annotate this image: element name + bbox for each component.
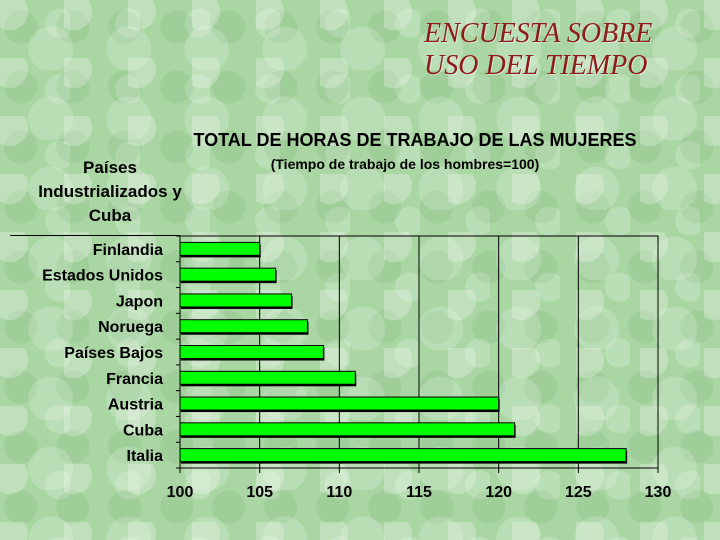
- slide-title: ENCUESTA SOBRE USO DEL TIEMPO: [424, 18, 652, 82]
- y-axis-label-line-1: Países: [83, 158, 137, 177]
- category-label: Italia: [127, 448, 164, 465]
- category-label: Estados Unidos: [42, 268, 163, 285]
- x-tick-label: 110: [326, 484, 352, 501]
- label-header-divider: [10, 235, 180, 236]
- category-label: Austria: [108, 397, 163, 414]
- category-label: Japon: [116, 293, 163, 310]
- x-tick-label: 120: [485, 484, 512, 501]
- category-label: Cuba: [123, 422, 163, 439]
- bar: [179, 448, 627, 463]
- bar: [179, 319, 308, 334]
- category-label: Finlandia: [93, 242, 163, 259]
- category-label: Noruega: [98, 319, 163, 336]
- slide-title-line-1: ENCUESTA SOBRE: [424, 18, 653, 49]
- bar: [179, 370, 356, 385]
- x-tick-label: 130: [645, 484, 672, 501]
- y-axis-label-line-2: Industrializados y: [38, 182, 182, 201]
- bar: [179, 422, 516, 437]
- y-axis-label-line-3: Cuba: [88, 206, 132, 225]
- chart-title: TOTAL DE HORAS DE TRABAJO DE LAS MUJERES: [193, 130, 637, 150]
- x-tick-label: 100: [167, 484, 194, 501]
- bar: [179, 345, 324, 359]
- chart-subtitle: (Tiempo de trabajo de los hombres=100): [270, 156, 540, 172]
- category-label: Francia: [106, 371, 163, 388]
- category-label: Países Bajos: [64, 345, 163, 362]
- slide-title-line-2: USO DEL TIEMPO: [424, 50, 648, 81]
- x-tick-label: 105: [246, 484, 273, 501]
- x-tick-label: 115: [406, 484, 432, 501]
- x-tick-label: 125: [565, 484, 592, 501]
- y-axis-label: Países Industrializados y Cuba: [20, 156, 200, 228]
- bar: [179, 267, 277, 282]
- bar: [179, 293, 293, 308]
- bar: [179, 241, 261, 256]
- bar: [179, 396, 500, 411]
